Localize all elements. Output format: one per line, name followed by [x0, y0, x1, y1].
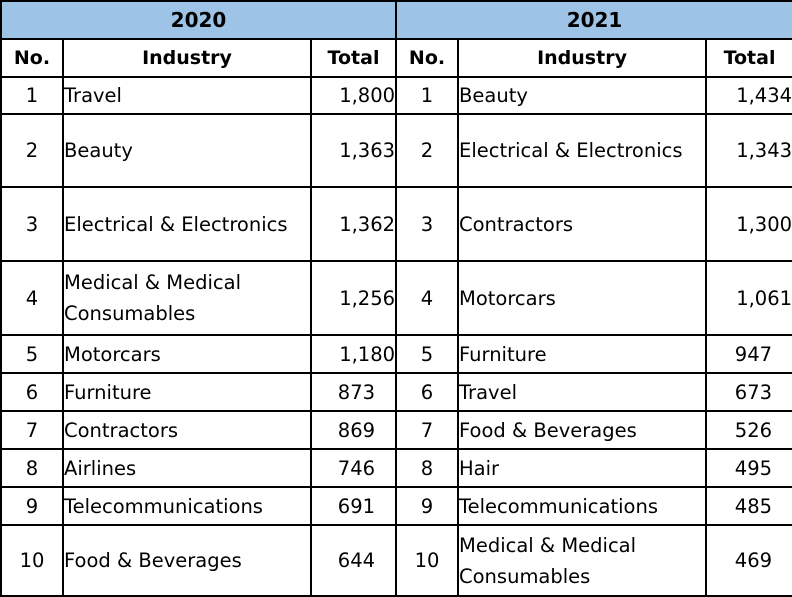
- rank-cell-2021: 8: [395, 448, 460, 488]
- table-row: 4 Medical & Medical Consumables 1,256 4 …: [0, 260, 792, 336]
- rank-cell-2020: 3: [0, 186, 64, 262]
- total-cell-2021: 495: [705, 448, 792, 488]
- industry-cell-2020: Beauty: [62, 113, 312, 188]
- table-row: 7 Contractors 869 7 Food & Beverages 526: [0, 410, 792, 450]
- rank-cell-2020: 6: [0, 372, 64, 412]
- total-cell-2020: 644: [309, 524, 398, 597]
- industry-cell-2020: Telecommunications: [62, 486, 312, 526]
- total-cell-2021: 1,300: [705, 186, 792, 262]
- total-cell-2020: 1,800: [309, 76, 398, 115]
- total-cell-2021: 1,343: [705, 113, 792, 188]
- total-cell-2020: 691: [309, 486, 398, 526]
- column-header-industry-2020: Industry: [62, 38, 312, 78]
- rank-cell-2020: 4: [0, 260, 64, 336]
- total-cell-2021: 947: [705, 334, 792, 374]
- industry-cell-2021: Medical & Medical Consumables: [457, 524, 708, 597]
- industry-cell-2021: Hair: [457, 448, 708, 488]
- total-cell-2020: 1,363: [309, 113, 398, 188]
- year-2021-header: 2021: [395, 0, 792, 40]
- rank-cell-2021: 2: [395, 113, 460, 188]
- table-row: 10 Food & Beverages 644 10 Medical & Med…: [0, 524, 792, 597]
- rank-cell-2021: 4: [395, 260, 460, 336]
- industry-cell-2020: Travel: [62, 76, 312, 115]
- industry-cell-2021: Beauty: [457, 76, 708, 115]
- rank-cell-2021: 10: [395, 524, 460, 597]
- industry-cell-2021: Food & Beverages: [457, 410, 708, 450]
- column-header-industry-2021: Industry: [457, 38, 708, 78]
- table-row: 3 Electrical & Electronics 1,362 3 Contr…: [0, 186, 792, 262]
- industry-cell-2021: Electrical & Electronics: [457, 113, 708, 188]
- industry-cell-2020: Medical & Medical Consumables: [62, 260, 312, 336]
- table-row: 1 Travel 1,800 1 Beauty 1,434: [0, 76, 792, 115]
- industry-cell-2020: Food & Beverages: [62, 524, 312, 597]
- rank-cell-2021: 3: [395, 186, 460, 262]
- table-row: 9 Telecommunications 691 9 Telecommunica…: [0, 486, 792, 526]
- total-cell-2020: 1,362: [309, 186, 398, 262]
- year-2020-header: 2020: [0, 0, 398, 40]
- industry-cell-2020: Furniture: [62, 372, 312, 412]
- rank-cell-2021: 9: [395, 486, 460, 526]
- industry-cell-2020: Electrical & Electronics: [62, 186, 312, 262]
- rank-cell-2020: 10: [0, 524, 64, 597]
- column-header-no-2021: No.: [395, 38, 460, 78]
- rank-cell-2020: 7: [0, 410, 64, 450]
- total-cell-2021: 526: [705, 410, 792, 450]
- rank-cell-2021: 7: [395, 410, 460, 450]
- industry-cell-2020: Contractors: [62, 410, 312, 450]
- total-cell-2020: 1,256: [309, 260, 398, 336]
- rank-cell-2020: 8: [0, 448, 64, 488]
- table-row: 8 Airlines 746 8 Hair 495: [0, 448, 792, 488]
- total-cell-2020: 746: [309, 448, 398, 488]
- industry-cell-2021: Telecommunications: [457, 486, 708, 526]
- total-cell-2020: 873: [309, 372, 398, 412]
- total-cell-2021: 469: [705, 524, 792, 597]
- industry-cell-2020: Motorcars: [62, 334, 312, 374]
- rank-cell-2021: 6: [395, 372, 460, 412]
- table-row: 6 Furniture 873 6 Travel 673: [0, 372, 792, 412]
- industry-cell-2021: Contractors: [457, 186, 708, 262]
- column-header-no-2020: No.: [0, 38, 64, 78]
- column-header-total-2020: Total: [309, 38, 398, 78]
- table-row: 2 Beauty 1,363 2 Electrical & Electronic…: [0, 113, 792, 188]
- industry-cell-2020: Airlines: [62, 448, 312, 488]
- total-cell-2021: 1,061: [705, 260, 792, 336]
- total-cell-2021: 485: [705, 486, 792, 526]
- total-cell-2021: 1,434: [705, 76, 792, 115]
- total-cell-2021: 673: [705, 372, 792, 412]
- table-row: 5 Motorcars 1,180 5 Furniture 947: [0, 334, 792, 374]
- column-header-total-2021: Total: [705, 38, 792, 78]
- industry-cell-2021: Travel: [457, 372, 708, 412]
- industry-cell-2021: Motorcars: [457, 260, 708, 336]
- industry-cell-2021: Furniture: [457, 334, 708, 374]
- rank-cell-2020: 9: [0, 486, 64, 526]
- rank-cell-2020: 1: [0, 76, 64, 115]
- rank-cell-2021: 5: [395, 334, 460, 374]
- rank-cell-2020: 2: [0, 113, 64, 188]
- total-cell-2020: 869: [309, 410, 398, 450]
- rank-cell-2020: 5: [0, 334, 64, 374]
- rank-cell-2021: 1: [395, 76, 460, 115]
- total-cell-2020: 1,180: [309, 334, 398, 374]
